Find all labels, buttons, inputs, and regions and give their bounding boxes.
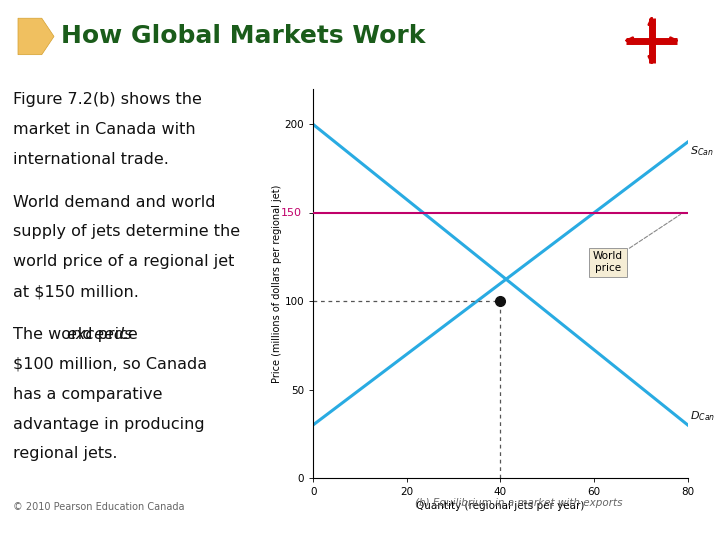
Text: © 2010 Pearson Education Canada: © 2010 Pearson Education Canada — [13, 502, 184, 512]
Text: world price of a regional jet: world price of a regional jet — [13, 254, 234, 269]
Text: World
price: World price — [593, 214, 680, 273]
Text: $S_{Can}$: $S_{Can}$ — [690, 144, 714, 158]
Polygon shape — [18, 18, 54, 55]
Text: international trade.: international trade. — [13, 152, 168, 167]
Text: $100 million, so Canada: $100 million, so Canada — [13, 357, 207, 372]
Text: 150: 150 — [281, 208, 302, 218]
Text: $D_{Can}$: $D_{Can}$ — [690, 409, 715, 423]
Text: supply of jets determine the: supply of jets determine the — [13, 225, 240, 239]
Text: (b) Equilibrium in a market with exports: (b) Equilibrium in a market with exports — [415, 498, 623, 508]
Text: exceeds: exceeds — [67, 327, 133, 342]
Text: market in Canada with: market in Canada with — [13, 122, 195, 137]
Text: Figure 7.2(b) shows the: Figure 7.2(b) shows the — [13, 92, 202, 107]
Text: The world price: The world price — [13, 327, 143, 342]
Text: advantage in producing: advantage in producing — [13, 416, 204, 431]
Text: regional jets.: regional jets. — [13, 447, 117, 462]
Text: World demand and world: World demand and world — [13, 194, 215, 210]
X-axis label: Quantity (regional jets per year): Quantity (regional jets per year) — [416, 501, 585, 511]
Text: at $150 million.: at $150 million. — [13, 285, 139, 299]
Y-axis label: Price (millions of dollars per regional jet): Price (millions of dollars per regional … — [271, 184, 282, 383]
Text: has a comparative: has a comparative — [13, 387, 162, 402]
Text: How Global Markets Work: How Global Markets Work — [61, 24, 426, 49]
